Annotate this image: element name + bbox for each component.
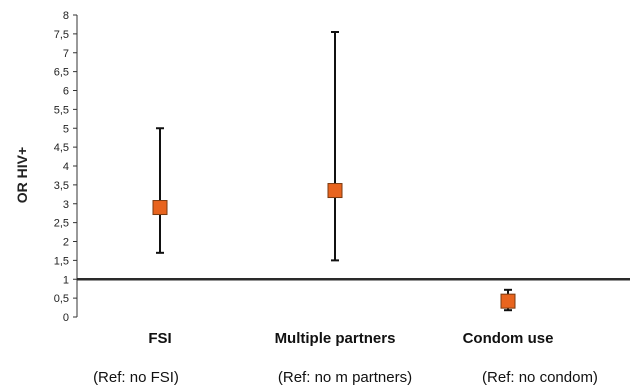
error-bars <box>156 30 512 312</box>
y-tick-label: 3 <box>63 199 69 211</box>
y-tick-label: 7 <box>63 48 69 60</box>
point-markers <box>152 183 516 309</box>
y-tick-label: 6 <box>63 86 69 98</box>
y-tick-label: 6,5 <box>54 67 69 79</box>
y-tick-label: 3,5 <box>54 180 69 192</box>
y-tick-label: 4,5 <box>54 142 69 154</box>
y-tick-label: 0,5 <box>54 293 69 305</box>
y-axis: 0 0,5 1 1,5 2 2,5 3 3,5 4 4,5 5 5,5 6 6,5 7 7,5 8 <box>54 10 78 324</box>
y-tick-label: 5,5 <box>54 104 69 116</box>
category-reference-label: (Ref: no m partners) <box>277 369 413 386</box>
point-marker <box>500 293 516 309</box>
category-label: Condom use <box>462 330 554 347</box>
y-tick-label: 4 <box>63 161 69 173</box>
y-tick-label: 2,5 <box>54 218 69 230</box>
y-tick-label: 8 <box>63 10 69 22</box>
y-axis-label: OR HIV+ <box>14 147 30 203</box>
category-reference-label: (Ref: no FSI) <box>93 369 179 386</box>
y-tick-label: 7,5 <box>54 29 69 41</box>
y-tick-label: 0 <box>63 312 69 324</box>
point-marker <box>327 183 343 199</box>
category-label: Multiple partners <box>274 330 396 347</box>
category-label: FSI <box>148 330 172 347</box>
category-reference-label: (Ref: no condom) <box>482 369 598 386</box>
y-tick-label: 2 <box>63 237 69 249</box>
y-tick-label: 5 <box>63 123 69 135</box>
point-marker <box>152 200 168 216</box>
y-tick-label: 1 <box>63 274 69 286</box>
y-tick-label: 1,5 <box>54 255 69 267</box>
